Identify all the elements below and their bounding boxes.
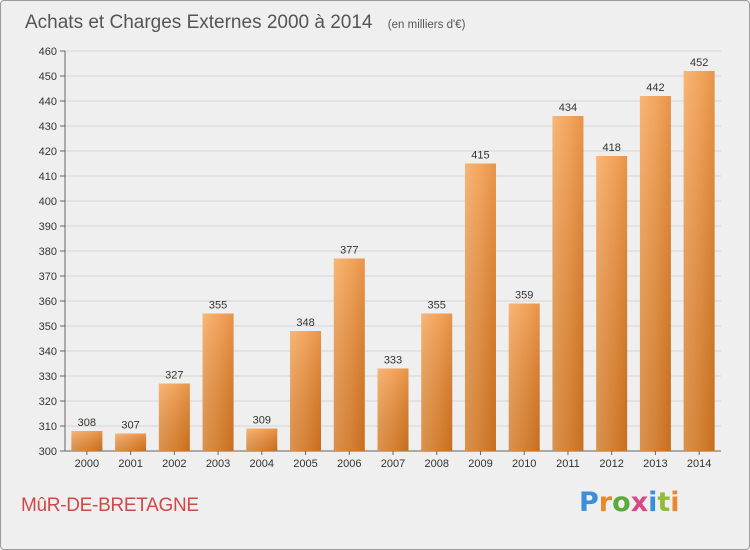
- bars: [71, 71, 715, 451]
- bar-value-label: 359: [515, 290, 533, 302]
- bar-value-label: 309: [253, 415, 271, 427]
- logo-letter: r: [598, 487, 613, 518]
- grid-lines: [65, 50, 721, 427]
- data-labels: 308 307 327 355 309 348 377 333 355 415 359 434 418 4…: [78, 57, 709, 432]
- y-tick-label: 460: [39, 46, 57, 58]
- chart-title: Achats et Charges Externes 2000 à 2014 (…: [25, 12, 466, 33]
- bar-value-label: 415: [471, 150, 489, 162]
- bar-value-label: 418: [602, 142, 620, 154]
- proxiti-logo: Proxiti: [579, 487, 680, 518]
- x-tick-label: 2012: [599, 458, 623, 470]
- x-tick-label: 2006: [337, 458, 361, 470]
- x-tick-label: 2011: [556, 458, 580, 470]
- x-tick-label: 2000: [75, 458, 99, 470]
- bar-shade: [508, 303, 540, 451]
- x-tick-label: 2005: [293, 458, 317, 470]
- bar-value-label: 307: [121, 420, 139, 432]
- y-tick-label: 450: [39, 71, 57, 83]
- bar-shade: [377, 368, 409, 451]
- y-tick-label: 400: [39, 196, 57, 208]
- bar-value-label: 355: [428, 300, 446, 312]
- bar-shade: [552, 116, 584, 451]
- x-tick-label: 2003: [206, 458, 230, 470]
- logo-letter: i: [648, 487, 658, 518]
- bar-shade: [464, 163, 496, 451]
- logo-letter: i: [670, 487, 680, 518]
- x-tick-label: 2010: [512, 458, 536, 470]
- y-tick-label: 390: [39, 221, 57, 233]
- y-tick-label: 420: [39, 146, 57, 158]
- bar-value-label: 327: [165, 370, 183, 382]
- bar-shade: [596, 156, 628, 451]
- bar-shade: [246, 428, 278, 451]
- chart-subtitle: (en milliers d'€): [388, 19, 466, 31]
- bar-shade: [290, 331, 322, 451]
- y-tick-label: 300: [39, 446, 57, 458]
- bar-value-label: 348: [296, 317, 314, 329]
- axes: 300 310 320 330 340 350 360 370 380 390 400 410 420 4…: [39, 46, 721, 470]
- bar-value-label: 355: [209, 300, 227, 312]
- x-tick-label: 2014: [687, 458, 711, 470]
- bar-shade: [115, 433, 147, 451]
- location-label: MûR-DE-BRETAGNE: [21, 495, 199, 516]
- logo-letter: o: [612, 487, 631, 518]
- bar-shade: [683, 71, 715, 451]
- bar-shade: [333, 258, 365, 451]
- y-tick-label: 410: [39, 171, 57, 183]
- bar-shade: [639, 96, 671, 451]
- bar-value-label: 308: [78, 417, 96, 429]
- bar-shade: [202, 313, 234, 451]
- bar-shade: [71, 431, 103, 451]
- x-tick-label: 2008: [424, 458, 448, 470]
- y-tick-label: 330: [39, 371, 57, 383]
- x-tick-label: 2007: [381, 458, 405, 470]
- x-tick-label: 2002: [162, 458, 186, 470]
- bar-value-label: 377: [340, 245, 358, 257]
- bar-value-label: 452: [690, 57, 708, 69]
- bar-shade: [421, 313, 453, 451]
- chart-title-text: Achats et Charges Externes 2000 à 2014: [25, 12, 373, 33]
- x-tick-label: 2004: [250, 458, 274, 470]
- y-tick-label: 380: [39, 246, 57, 258]
- x-tick-label: 2013: [643, 458, 667, 470]
- y-tick-label: 440: [39, 96, 57, 108]
- y-tick-label: 370: [39, 271, 57, 283]
- y-tick-label: 310: [39, 421, 57, 433]
- y-tick-label: 350: [39, 321, 57, 333]
- bar-value-label: 442: [646, 82, 664, 94]
- y-tick-label: 320: [39, 396, 57, 408]
- y-tick-label: 340: [39, 346, 57, 358]
- logo-letter: t: [657, 487, 671, 518]
- y-tick-label: 430: [39, 121, 57, 133]
- y-tick-label: 360: [39, 296, 57, 308]
- x-tick-label: 2001: [118, 458, 142, 470]
- x-tick-label: 2009: [468, 458, 492, 470]
- bar-shade: [158, 383, 190, 451]
- bar-value-label: 333: [384, 355, 402, 367]
- logo-letter: P: [579, 487, 599, 518]
- bar-value-label: 434: [559, 102, 577, 114]
- logo-letter: x: [630, 487, 649, 518]
